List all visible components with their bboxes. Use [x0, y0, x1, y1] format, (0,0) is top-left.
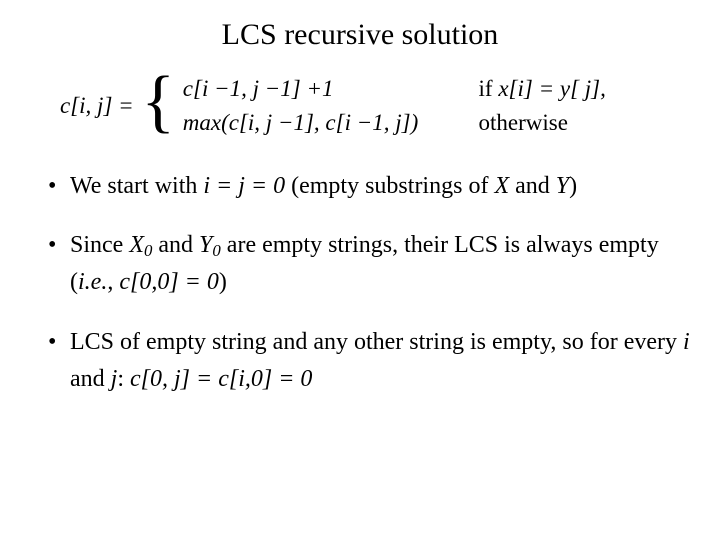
b1-t5: and: [509, 173, 556, 199]
b2-sub4: 0: [212, 241, 220, 260]
case-row-1: c[i −1, j −1] +1 if x[i] = y[ j],: [183, 72, 606, 106]
b2-t3: and: [152, 232, 199, 258]
brace-icon: {: [141, 72, 175, 132]
b2-sub2: 0: [144, 241, 152, 260]
b2-t8: c[0,0] = 0: [119, 269, 219, 295]
b1-t2: i = j = 0: [203, 173, 285, 199]
b3-t2: i: [683, 329, 690, 355]
b1-t1: We start with: [70, 173, 203, 199]
case1-cond-prefix: if: [479, 76, 499, 101]
bullet-3: LCS of empty string and any other string…: [48, 324, 694, 398]
bullet-list: We start with i = j = 0 (empty substring…: [20, 168, 700, 398]
b1-t6: Y: [556, 173, 569, 199]
b2-t9: ): [219, 269, 227, 295]
b2-t2: X: [129, 232, 144, 258]
bullet-1: We start with i = j = 0 (empty substring…: [48, 168, 694, 205]
b3-t1: LCS of empty string and any other string…: [70, 329, 683, 355]
case1-main: c[i −1, j −1] +1: [183, 72, 473, 106]
b1-t7: ): [569, 173, 577, 199]
case1-cond: if x[i] = y[ j],: [479, 72, 606, 106]
recurrence-formula: c[i, j] = { c[i −1, j −1] +1 if x[i] = y…: [60, 72, 700, 140]
formula-lhs: c[i, j] =: [60, 93, 134, 119]
b1-t4: X: [494, 173, 509, 199]
case2-main: max(c[i, j −1], c[i −1, j]): [183, 106, 473, 140]
b2-t4: Y: [199, 232, 212, 258]
b3-t6: c[0, j] = c[i,0] = 0: [130, 366, 312, 392]
bullet-2: Since X0 and Y0 are empty strings, their…: [48, 227, 694, 301]
slide: LCS recursive solution c[i, j] = { c[i −…: [0, 0, 720, 540]
case2-cond: otherwise: [479, 106, 568, 140]
b1-t3: (empty substrings of: [285, 173, 494, 199]
case1-cond-expr: x[i] = y[ j],: [498, 76, 606, 101]
slide-title: LCS recursive solution: [20, 18, 700, 52]
b2-t1: Since: [70, 232, 129, 258]
b3-t3: and: [70, 366, 111, 392]
b2-t6: i.e.: [78, 269, 107, 295]
b2-t7: ,: [107, 269, 119, 295]
b3-t5: :: [117, 366, 130, 392]
formula-cases: c[i −1, j −1] +1 if x[i] = y[ j], max(c[…: [183, 72, 606, 140]
case-row-2: max(c[i, j −1], c[i −1, j]) otherwise: [183, 106, 606, 140]
